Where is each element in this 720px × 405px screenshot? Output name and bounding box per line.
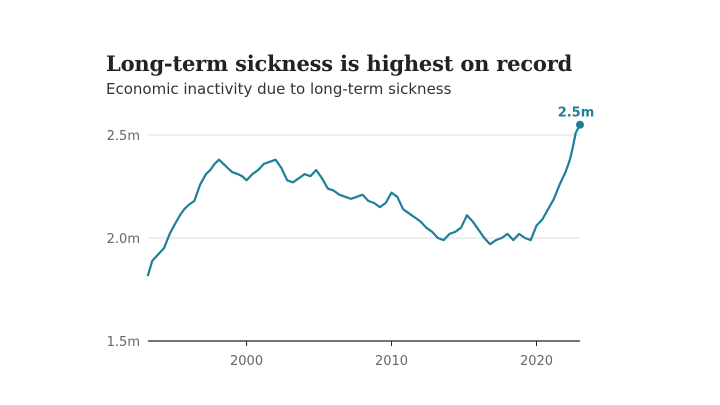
y-tick-label: 2.5m bbox=[107, 129, 140, 144]
y-tick-label: 1.5m bbox=[107, 335, 140, 350]
x-tick-label: 2010 bbox=[375, 354, 408, 369]
chart-title: Long-term sickness is highest on record bbox=[106, 51, 573, 76]
y-tick-label: 2.0m bbox=[107, 232, 140, 247]
end-point-marker bbox=[576, 120, 584, 129]
x-axis-ticks: 2000 2010 2020 bbox=[230, 341, 553, 369]
gridlines bbox=[148, 134, 580, 342]
end-value-label: 2.5m bbox=[558, 106, 595, 121]
y-axis-ticks: 1.5m 2.0m 2.5m bbox=[107, 129, 140, 350]
chart-subtitle: Economic inactivity due to long-term sic… bbox=[106, 80, 452, 98]
series-line bbox=[146, 123, 582, 277]
x-tick-label: 2000 bbox=[230, 354, 263, 369]
x-tick-label: 2020 bbox=[520, 354, 553, 369]
